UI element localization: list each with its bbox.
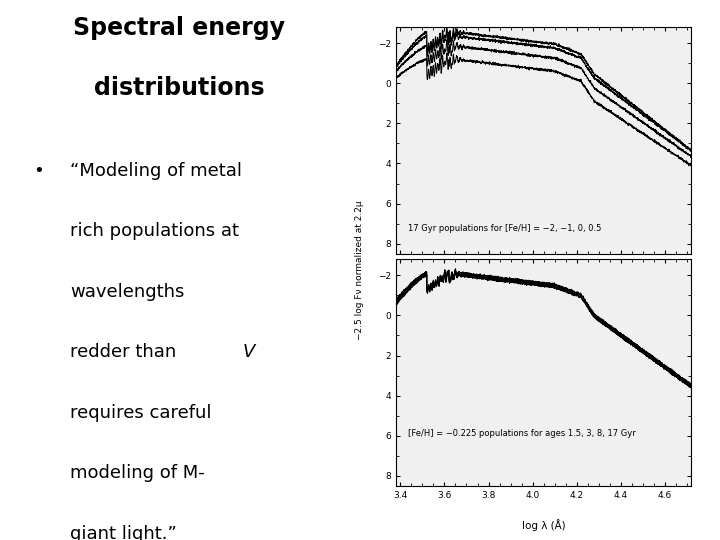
Text: V: V bbox=[243, 343, 255, 361]
Text: “Modeling of metal: “Modeling of metal bbox=[70, 162, 242, 180]
Text: modeling of M-: modeling of M- bbox=[70, 464, 205, 482]
Text: [Fe/H] = −0.225 populations for ages 1.5, 3, 8, 17 Gyr: [Fe/H] = −0.225 populations for ages 1.5… bbox=[408, 429, 636, 438]
Text: giant light.”: giant light.” bbox=[70, 525, 177, 540]
Text: redder than: redder than bbox=[70, 343, 182, 361]
Text: 17 Gyr populations for [Fe/H] = −2, −1, 0, 0.5: 17 Gyr populations for [Fe/H] = −2, −1, … bbox=[408, 224, 601, 233]
Text: rich populations at: rich populations at bbox=[70, 222, 239, 240]
Text: requires careful: requires careful bbox=[70, 404, 212, 422]
Text: Spectral energy: Spectral energy bbox=[73, 16, 285, 40]
Text: distributions: distributions bbox=[94, 76, 265, 99]
Text: •: • bbox=[34, 162, 45, 180]
X-axis label: log λ (Å): log λ (Å) bbox=[522, 519, 565, 531]
Text: −2.5 log Fν normalized at 2.2μ: −2.5 log Fν normalized at 2.2μ bbox=[356, 200, 364, 340]
Text: wavelengths: wavelengths bbox=[70, 283, 184, 301]
